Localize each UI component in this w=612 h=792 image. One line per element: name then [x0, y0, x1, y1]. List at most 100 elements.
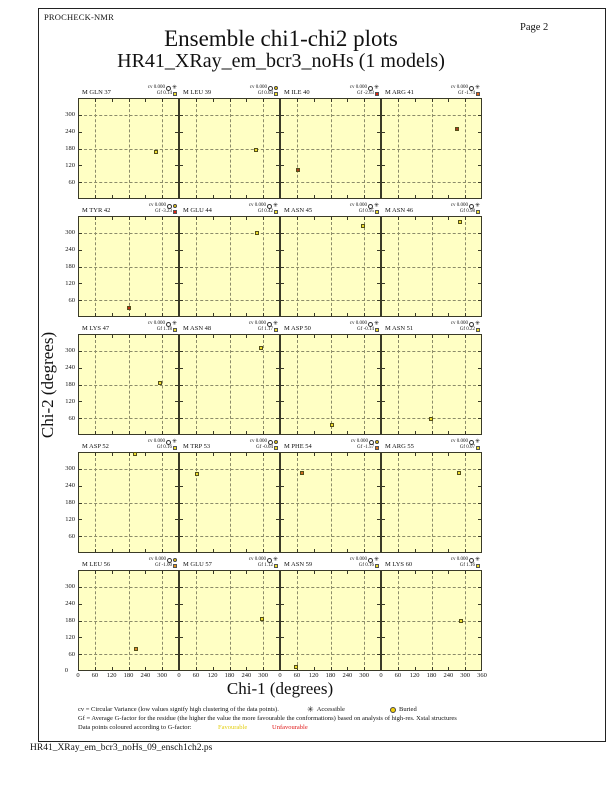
accessible-star-icon: ✳: [474, 320, 480, 327]
axis-tick: [212, 453, 214, 456]
axis-tick: [245, 667, 247, 670]
plot-header: M ILE 40 cv 0.000 ✳ Gf -2.63: [280, 84, 381, 97]
axis-tick: [478, 587, 481, 589]
axis-tick: [464, 667, 466, 670]
gridline: [382, 653, 481, 655]
axis-tick: [95, 453, 97, 456]
gf-colour-square: [375, 92, 379, 96]
x-tick-label: 180: [224, 672, 235, 679]
y-tick-label: 240: [65, 364, 75, 372]
residue-label: M ASN 45: [284, 207, 313, 214]
x-tick-label: 60: [192, 672, 200, 679]
axis-tick: [281, 620, 284, 622]
gf-row: Gf -2.63: [350, 91, 379, 97]
axis-tick: [128, 549, 130, 552]
axis-tick: [478, 131, 481, 133]
gridline: [161, 571, 163, 670]
axis-tick: [281, 518, 284, 520]
plot-stats: cv 0.000 Gf -1.00: [149, 557, 177, 569]
axis-tick: [229, 99, 231, 102]
residue-label: M ARG 55: [385, 443, 414, 450]
chi1-chi2-plot: [179, 98, 280, 199]
gf-colour-square: [274, 328, 278, 332]
axis-tick: [79, 233, 82, 235]
residue-label: M TRP 53: [183, 443, 211, 450]
axis-tick: [447, 667, 449, 670]
gf-colour-square: [274, 210, 278, 214]
cv-value: cv 0.000: [350, 439, 368, 444]
axis-tick: [180, 620, 183, 622]
gridline: [180, 384, 279, 386]
axis-tick: [196, 313, 198, 316]
gf-value: Gf 0.42: [257, 209, 273, 214]
axis-tick: [478, 181, 481, 183]
axis-tick: [281, 249, 284, 251]
axis-tick: [281, 367, 284, 369]
chi1-chi2-plot: [78, 216, 179, 317]
accessible-star-icon: ✳: [373, 84, 379, 91]
page-number: Page 2: [520, 22, 549, 33]
axis-tick: [281, 603, 284, 605]
axis-tick: [229, 217, 231, 220]
axis-tick: [478, 636, 481, 638]
gf-row: Gf -1.74: [451, 91, 480, 97]
accessible-star-icon: ✳: [171, 320, 177, 327]
axis-tick: [128, 217, 130, 220]
axis-tick: [161, 549, 163, 552]
cv-row: cv 0.000 ✳: [249, 203, 278, 209]
gridline: [262, 453, 264, 552]
gf-colour-square: [375, 210, 379, 214]
axis-tick: [281, 417, 284, 419]
axis-tick: [111, 195, 113, 198]
residue-label: M GLN 37: [82, 89, 111, 96]
plot-stats: cv 0.000 ✳ Gf -1.74: [451, 85, 480, 97]
residue-label: M PHE 54: [284, 443, 312, 450]
axis-tick: [313, 549, 315, 552]
y-tick-label: 180: [65, 381, 75, 388]
x-tick-label: 180: [426, 672, 437, 679]
axis-tick: [262, 217, 264, 220]
axis-tick: [79, 485, 82, 487]
axis-tick: [464, 549, 466, 552]
residue-label: M ASN 59: [284, 561, 313, 568]
residue-label: M TYR 42: [82, 207, 111, 214]
axis-tick: [180, 653, 183, 655]
residue-label: M GLU 44: [183, 207, 212, 214]
chi1-chi2-plot: [280, 216, 381, 317]
buried-circle-icon: [390, 706, 396, 713]
plot-header: M ASP 52 cv 0.000 ✳ Gf 0.16: [78, 438, 179, 451]
axis-tick: [377, 367, 380, 369]
axis-tick: [382, 115, 385, 117]
axis-tick: [276, 587, 279, 589]
axis-tick: [144, 217, 146, 220]
axis-tick: [313, 571, 315, 574]
axis-tick: [398, 571, 400, 574]
plot-stats: cv 0.000 ✳ Gf 1.16: [451, 557, 480, 569]
gf-row: Gf 0.14: [148, 91, 177, 97]
y-tick-label: 60: [68, 532, 76, 540]
axis-tick: [281, 485, 284, 487]
gridline: [180, 181, 279, 183]
gf-value: Gf 0.98: [459, 209, 475, 214]
circle-icon: [268, 439, 273, 445]
data-point: [294, 664, 299, 669]
axis-tick: [262, 549, 264, 552]
axis-tick: [180, 131, 183, 133]
axis-tick: [398, 313, 400, 316]
axis-tick: [313, 453, 315, 456]
plot-stats: cv 0.000 ✳ Gf 0.22: [451, 321, 480, 333]
axis-tick: [377, 518, 380, 520]
axis-tick: [144, 195, 146, 198]
axis-tick: [478, 518, 481, 520]
axis-tick: [281, 653, 284, 655]
axis-tick: [313, 667, 315, 670]
gf-row: Gf -0.14: [350, 327, 379, 333]
axis-tick: [111, 217, 113, 220]
axis-tick: [175, 653, 178, 655]
data-point: [428, 417, 433, 422]
cv-row: cv 0.000 ✳: [451, 85, 480, 91]
circle-icon: [165, 439, 171, 445]
axis-tick: [330, 571, 332, 574]
axis-tick: [297, 99, 299, 102]
axis-tick: [180, 502, 183, 504]
